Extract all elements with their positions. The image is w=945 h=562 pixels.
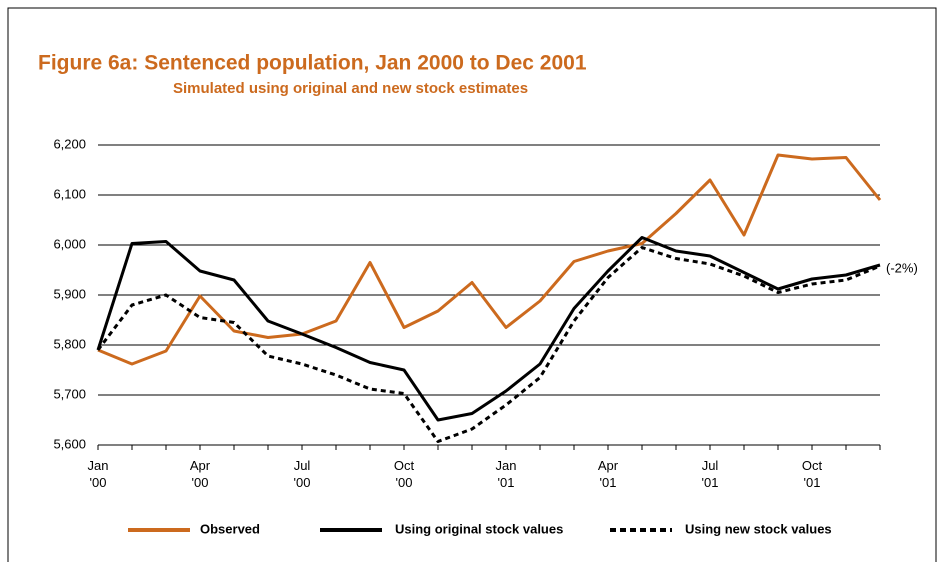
x-tick-label: Oct '01 (802, 458, 823, 490)
x-tick-label: Jan '00 (88, 458, 109, 490)
legend-label: Observed (200, 521, 260, 536)
y-tick-label: 5,700 (53, 386, 86, 401)
y-tick-label: 6,200 (53, 136, 86, 151)
annotation: (-2%) (886, 260, 918, 275)
y-tick-label: 5,900 (53, 286, 86, 301)
chart-title: Figure 6a: Sentenced population, Jan 200… (38, 52, 587, 75)
x-tick-label: Apr '01 (598, 458, 619, 490)
y-tick-label: 6,100 (53, 186, 86, 201)
series-line (96, 246, 881, 443)
x-tick-label: Apr '00 (190, 458, 211, 490)
legend-label: Using original stock values (395, 521, 563, 536)
y-tick-label: 6,000 (53, 236, 86, 251)
chart-subtitle: Simulated using original and new stock e… (173, 80, 528, 97)
y-tick-label: 5,600 (53, 436, 86, 451)
series-line (96, 236, 881, 422)
y-tick-label: 5,800 (53, 336, 86, 351)
x-tick-label: Jul '00 (294, 458, 311, 490)
x-tick-label: Jan '01 (496, 458, 517, 490)
frame (7, 7, 937, 562)
legend-label: Using new stock values (685, 521, 832, 536)
series-line (97, 153, 882, 366)
x-tick-label: Jul '01 (702, 458, 719, 490)
x-tick-label: Oct '00 (394, 458, 415, 490)
